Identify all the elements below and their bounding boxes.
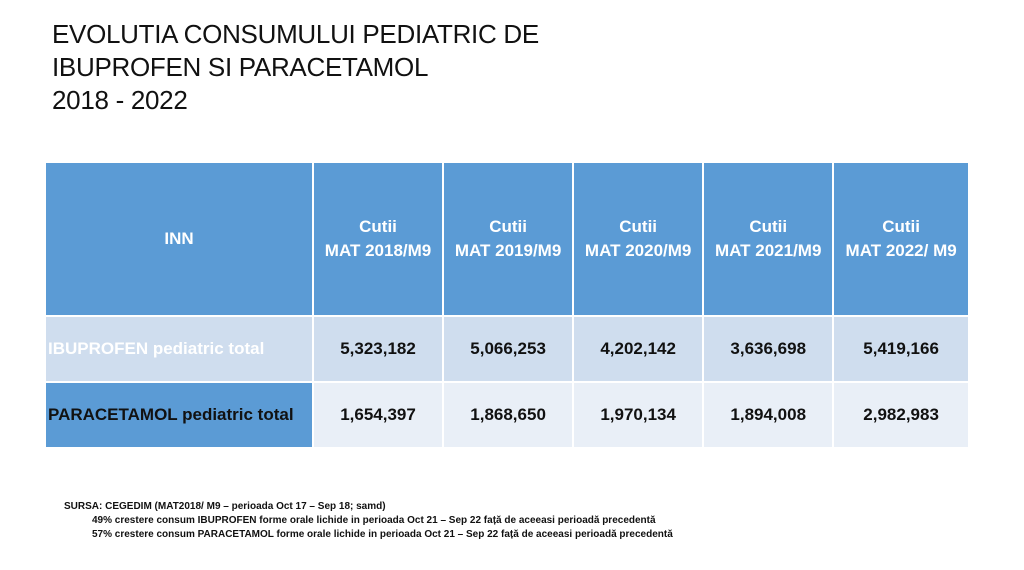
table-row-ibuprofen: IBUPROFEN pediatric total 5,323,182 5,06…: [44, 315, 970, 383]
consumption-table: INN Cutii MAT 2018/M9 Cutii MAT 2019/M9 Cu…: [44, 161, 970, 449]
title-line-2: IBUPROFEN SI PARACETAMOL: [52, 52, 429, 82]
header-label: Cutii: [882, 217, 921, 236]
header-label: Cutii: [619, 217, 658, 236]
note-paracetamol: 57% crestere consum PARACETAMOL forme or…: [92, 529, 673, 540]
header-inn: INN: [44, 161, 314, 317]
header-period: MAT 2019/M9: [454, 241, 562, 260]
header-period: MAT 2021/M9: [714, 241, 822, 260]
header-2021: Cutii MAT 2021/M9: [702, 161, 835, 317]
note-ibuprofen: 49% crestere consum IBUPROFEN forme oral…: [92, 515, 656, 526]
header-label: Cutii: [359, 217, 397, 236]
title-line-3: 2018 - 2022: [52, 85, 188, 115]
slide-title: EVOLUTIA CONSUMULUI PEDIATRIC DE IBUPROF…: [52, 18, 539, 117]
source-notes: SURSA: CEGEDIM (MAT2018/ M9 – perioada O…: [64, 500, 673, 542]
header-2018: Cutii MAT 2018/M9: [311, 161, 445, 317]
table-cell: 5,066,253: [442, 315, 575, 383]
header-label: Cutii: [749, 217, 788, 236]
table-cell: 3,636,698: [702, 315, 835, 383]
source-line: SURSA: CEGEDIM (MAT2018/ M9 – perioada O…: [64, 501, 386, 512]
title-line-1: EVOLUTIA CONSUMULUI PEDIATRIC DE: [52, 19, 539, 49]
header-2019: Cutii MAT 2019/M9: [442, 161, 575, 317]
table-cell: 1,894,008: [702, 381, 835, 449]
table-cell: 5,323,182: [311, 315, 445, 383]
header-label: Cutii: [489, 217, 527, 236]
table-cell: 5,419,166: [832, 315, 970, 383]
table-cell: 4,202,142: [572, 315, 705, 383]
table-cell: 1,868,650: [442, 381, 575, 449]
header-period: MAT 2020/M9: [584, 241, 692, 260]
table-header-row: INN Cutii MAT 2018/M9 Cutii MAT 2019/M9 Cu…: [44, 161, 970, 317]
row-label: PARACETAMOL pediatric total: [44, 381, 314, 449]
header-period: MAT 2018/M9: [324, 241, 432, 260]
header-2022: Cutii MAT 2022/ M9: [832, 161, 970, 317]
table-cell: 1,970,134: [572, 381, 705, 449]
table-cell: 2,982,983: [832, 381, 970, 449]
header-period: MAT 2022/ M9: [845, 241, 957, 260]
header-2020: Cutii MAT 2020/M9: [572, 161, 705, 317]
row-label: IBUPROFEN pediatric total: [44, 315, 314, 383]
table-row-paracetamol: PARACETAMOL pediatric total 1,654,397 1,…: [44, 381, 970, 449]
table-cell: 1,654,397: [311, 381, 445, 449]
